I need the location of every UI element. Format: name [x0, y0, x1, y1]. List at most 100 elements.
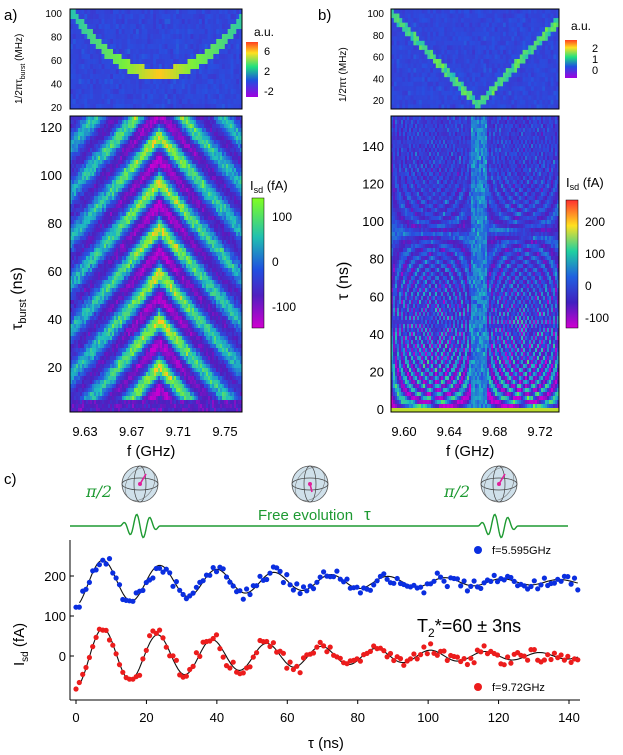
panel-b-bottom-xtick-3: 9.72	[527, 424, 552, 439]
series-point-0	[244, 586, 250, 592]
series-point-1	[468, 655, 474, 661]
panel-b-bottom-xtick-1: 9.64	[437, 424, 462, 439]
series-point-1	[317, 639, 323, 646]
series-point-1	[280, 650, 286, 656]
series-point-1	[521, 653, 527, 659]
series-point-0	[290, 587, 296, 593]
ramsey-xtick-2: 40	[210, 710, 224, 725]
ramsey-xlabel: τ (ns)	[308, 735, 344, 752]
panel-b-top-ytick-0: 100	[367, 9, 384, 20]
series-point-0	[528, 583, 534, 590]
panel-b-bottom-ytick-0: 140	[362, 139, 384, 154]
series-point-0	[287, 582, 293, 588]
panel-b-top-ytick-3: 40	[373, 74, 385, 85]
series-point-0	[535, 586, 541, 592]
series-point-1	[197, 653, 203, 660]
series-point-0	[371, 582, 377, 588]
series-point-0	[458, 583, 464, 589]
series-point-0	[501, 577, 507, 583]
panel-a-bottom-ytick-3: 60	[48, 264, 62, 279]
ramsey-xtick-5: 100	[417, 710, 439, 725]
series-point-1	[310, 650, 317, 656]
series-point-1	[428, 641, 434, 647]
series-point-1	[163, 644, 169, 650]
series-point-1	[116, 662, 123, 668]
series-point-0	[394, 575, 400, 582]
series-point-0	[230, 583, 236, 589]
series-point-0	[565, 574, 571, 580]
series-point-1	[86, 654, 92, 661]
series-point-0	[478, 585, 484, 592]
series-point-1	[548, 656, 554, 663]
panel-b-bottom-legend-tick-0: 200	[585, 215, 605, 229]
panel-b-top: 100 80 60 40 20 1/2πτ (MHz) a.u. 210	[338, 8, 598, 110]
legend-label-red: f=9.72GHz	[492, 682, 545, 694]
series-point-0	[568, 581, 574, 587]
series-point-1	[287, 659, 293, 665]
series-point-1	[391, 657, 397, 664]
legend-marker-blue	[474, 546, 482, 554]
series-point-1	[461, 656, 467, 662]
series-point-1	[110, 642, 116, 648]
series-point-1	[213, 632, 220, 638]
series-point-0	[110, 570, 116, 576]
series-point-1	[558, 652, 564, 658]
ramsey-ylabel: Isd (fA)	[11, 623, 31, 666]
series-point-0	[200, 578, 206, 584]
series-point-1	[120, 669, 126, 675]
series-point-0	[374, 578, 380, 584]
series-point-0	[441, 578, 447, 584]
panel-b-bottom-ytick-7: 0	[377, 402, 384, 417]
panel-b-bottom-legend-tick-1: 100	[585, 247, 605, 261]
series-point-0	[86, 579, 92, 586]
series-point-0	[83, 586, 89, 592]
series-point-1	[137, 672, 143, 678]
series-point-0	[284, 572, 290, 578]
series-point-1	[418, 652, 424, 658]
panel-label-c: c)	[4, 471, 17, 488]
series-point-1	[103, 627, 109, 634]
series-point-1	[250, 654, 256, 660]
series-point-1	[367, 648, 373, 655]
panel-b-bottom-xtick-2: 9.68	[482, 424, 507, 439]
series-point-1	[384, 654, 390, 660]
panel-a-bottom-legend-tick-1: 0	[272, 255, 279, 269]
series-point-0	[100, 557, 106, 563]
series-point-1	[327, 644, 333, 650]
series-point-0	[317, 574, 323, 580]
series-point-0	[237, 588, 243, 594]
series-point-0	[96, 562, 102, 568]
pulse-label-right: π/2	[443, 482, 470, 501]
series-point-0	[571, 575, 578, 581]
panel-a-bottom: 120 100 80 60 40 20 9.63 9.67 9.71 9.75 τburst (…	[9, 115, 296, 460]
panel-a-bottom-ytick-2: 80	[48, 216, 62, 231]
series-point-0	[167, 570, 173, 576]
series-point-0	[454, 576, 460, 582]
panel-a-bottom-ylabel: τburst (ns)	[9, 267, 29, 330]
series-point-0	[471, 578, 477, 584]
panel-label-a: a)	[4, 7, 17, 24]
series-point-0	[264, 576, 270, 583]
series-point-1	[80, 671, 86, 678]
series-point-1	[424, 651, 430, 657]
series-point-1	[193, 650, 199, 656]
panel-a-bottom-xtick-2: 9.71	[166, 424, 191, 439]
panel-b-bottom-xlabel: f (GHz)	[446, 443, 494, 460]
series-point-1	[397, 656, 404, 662]
series-point-0	[157, 565, 163, 571]
series-point-0	[140, 587, 146, 594]
series-point-0	[193, 584, 199, 590]
series-point-0	[334, 568, 340, 574]
series-point-1	[411, 651, 417, 657]
series-point-0	[438, 574, 444, 580]
panel-a-bottom-ytick-0: 120	[40, 120, 62, 135]
series-point-1	[478, 649, 484, 655]
series-point-1	[76, 679, 82, 686]
series-point-0	[257, 573, 263, 579]
pulse-label-left: π/2	[85, 482, 112, 501]
series-point-1	[217, 646, 223, 652]
series-point-1	[173, 657, 179, 663]
series-point-0	[177, 587, 183, 593]
series-point-0	[508, 574, 514, 581]
panel-b-bottom-legend-tick-2: 0	[585, 279, 592, 293]
